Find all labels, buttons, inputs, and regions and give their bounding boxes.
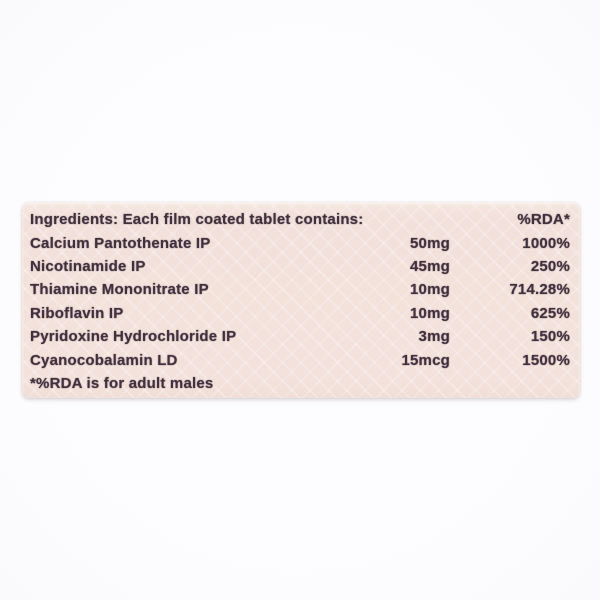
ingredient-name: Cyanocobalamin LD (30, 351, 178, 369)
table-row: Calcium Pantothenate IP 50mg 1000% (30, 231, 570, 254)
table-row: Pyridoxine Hydrochloride IP 3mg 150% (30, 325, 570, 348)
ingredient-name: Calcium Pantothenate IP (30, 234, 211, 252)
ingredient-rda: 1500% (522, 351, 570, 369)
ingredient-amount: 15mcg (401, 351, 450, 369)
ingredient-rda: 1000% (522, 234, 570, 252)
footnote-row: *%RDA is for adult males (30, 372, 570, 395)
ingredient-rda: 250% (530, 257, 570, 275)
ingredient-rda: 150% (530, 328, 570, 346)
ingredient-name: Thiamine Mononitrate IP (30, 281, 209, 299)
table-row: Nicotinamide IP 45mg 250% (30, 255, 570, 278)
ingredient-rda: 714.28% (509, 281, 570, 299)
ingredient-amount: 10mg (410, 304, 450, 322)
ingredients-header-text: Ingredients: Each film coated tablet con… (30, 211, 364, 229)
ingredients-label: Ingredients: Each film coated tablet con… (22, 202, 580, 398)
table-row: Riboflavin IP 10mg 625% (30, 302, 570, 325)
ingredient-amount: 50mg (410, 234, 450, 252)
ingredient-amount: 3mg (418, 328, 450, 346)
rda-column-header: %RDA* (517, 211, 570, 229)
table-row: Cyanocobalamin LD 15mcg 1500% (30, 348, 570, 371)
ingredient-amount: 45mg (410, 257, 450, 275)
ingredients-header-row: Ingredients: Each film coated tablet con… (30, 208, 570, 231)
ingredient-name: Pyridoxine Hydrochloride IP (30, 328, 237, 346)
ingredient-rda: 625% (530, 304, 570, 322)
ingredient-name: Riboflavin IP (30, 304, 124, 322)
table-row: Thiamine Mononitrate IP 10mg 714.28% (30, 278, 570, 301)
rda-footnote: *%RDA is for adult males (30, 374, 214, 392)
ingredient-amount: 10mg (410, 281, 450, 299)
ingredient-name: Nicotinamide IP (30, 257, 146, 275)
